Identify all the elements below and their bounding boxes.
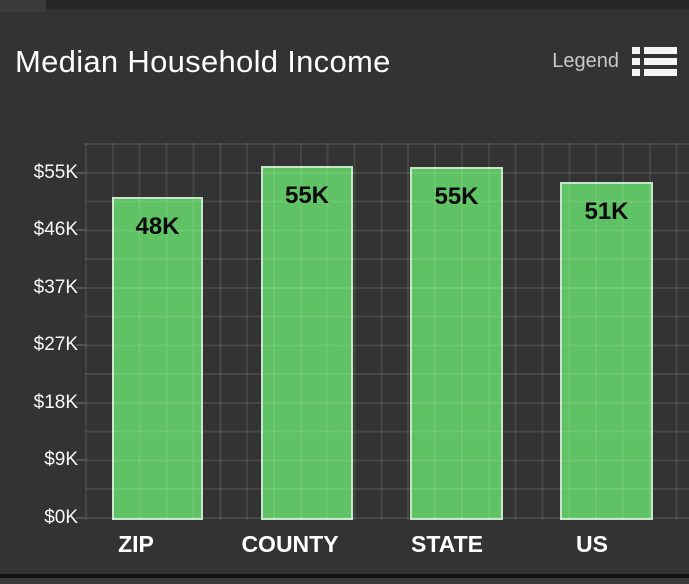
bar-state[interactable] xyxy=(410,167,503,520)
y-axis-tick-label: $0K xyxy=(44,506,78,528)
bottom-edge-strip xyxy=(0,578,689,584)
y-axis-tick-label: $37K xyxy=(33,276,78,298)
x-axis-category-label: ZIP xyxy=(118,531,154,557)
legend-icon-row xyxy=(632,69,677,76)
y-axis-tick-label: $55K xyxy=(33,161,78,183)
x-axis-category-label: COUNTY xyxy=(241,531,339,557)
legend-icon-row xyxy=(632,47,677,54)
y-axis-tick-mark xyxy=(76,286,85,289)
y-axis-tick-label: $27K xyxy=(33,334,78,355)
x-axis-category-label: US xyxy=(576,531,608,557)
y-axis-tick-mark xyxy=(76,401,85,404)
y-axis-tick-mark xyxy=(76,516,85,519)
bar-value-label: 55K xyxy=(434,183,479,210)
y-axis-tick-label: $18K xyxy=(33,391,78,413)
top-edge-left-segment xyxy=(0,0,46,12)
y-axis-tick-mark xyxy=(76,229,85,231)
chart-title: Median Household Income xyxy=(15,44,391,79)
bar-value-label: 55K xyxy=(284,182,330,209)
bar-value-label: 51K xyxy=(584,198,629,225)
bar-us[interactable] xyxy=(560,182,653,520)
legend-button[interactable]: Legend xyxy=(552,47,677,76)
bar-county[interactable] xyxy=(261,166,353,520)
x-axis-category-label: STATE xyxy=(411,531,483,557)
y-axis-tick-label: $9K xyxy=(44,449,78,470)
bottom-border-line xyxy=(0,574,689,578)
y-axis-tick-label: $46K xyxy=(33,219,78,240)
legend-list-icon xyxy=(632,47,677,76)
legend-button-label: Legend xyxy=(552,50,619,72)
y-axis-tick-mark xyxy=(76,459,85,461)
y-axis-tick-mark xyxy=(76,344,85,346)
top-edge-strip xyxy=(0,0,689,9)
y-axis-tick-mark xyxy=(76,171,85,174)
legend-icon-row xyxy=(632,58,677,65)
bar-zip[interactable] xyxy=(112,197,203,520)
bar-value-label: 48K xyxy=(135,213,180,240)
